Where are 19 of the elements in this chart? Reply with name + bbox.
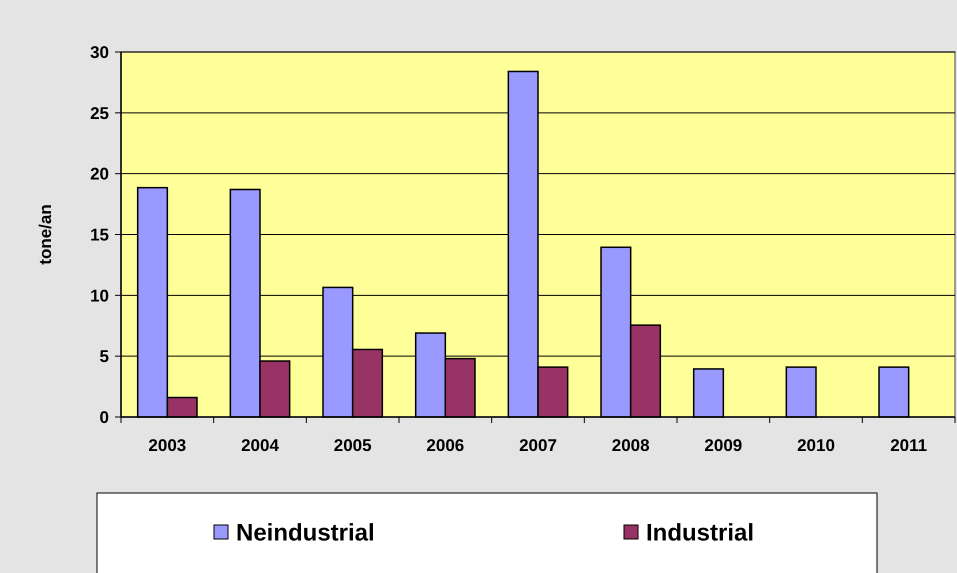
x-tick-label: 2003 — [148, 436, 186, 455]
y-axis-title: tone/an — [36, 204, 55, 265]
x-tick-label: 2010 — [797, 436, 835, 455]
x-tick-label: 2008 — [612, 436, 650, 455]
x-tick-label: 2004 — [241, 436, 280, 455]
legend-label: Neindustrial — [236, 519, 375, 546]
x-tick-label: 2011 — [890, 436, 928, 455]
y-tick-label: 20 — [90, 164, 109, 184]
legend-label: Industrial — [646, 519, 754, 546]
y-tick-label: 0 — [100, 408, 109, 427]
x-tick-label: 2007 — [519, 436, 557, 455]
y-tick-label: 5 — [100, 347, 109, 366]
y-tick-label: 30 — [90, 42, 109, 62]
y-tick-label: 10 — [90, 286, 109, 306]
y-tick-label: 15 — [90, 225, 109, 244]
y-tick-label: 25 — [90, 104, 109, 123]
x-tick-label: 2006 — [426, 436, 464, 455]
x-tick-label: 2005 — [334, 436, 372, 455]
x-tick-label: 2009 — [704, 436, 742, 455]
